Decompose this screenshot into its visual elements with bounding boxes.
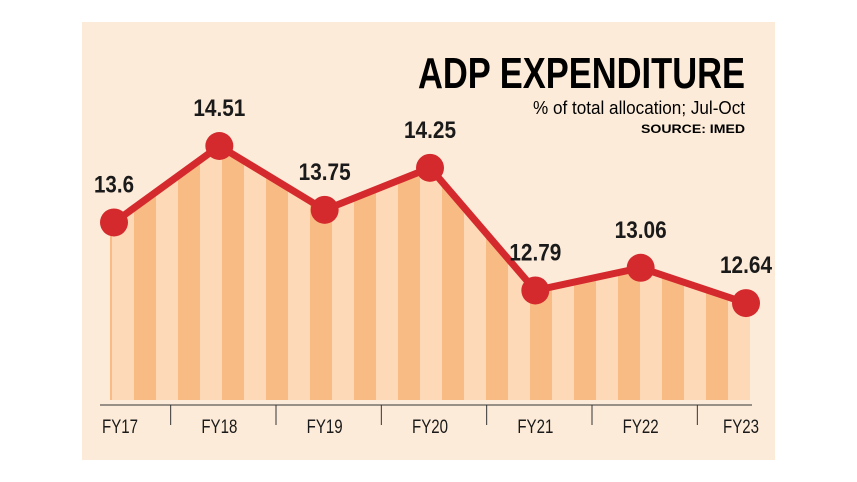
data-point [416,153,444,182]
x-tick-label: FY18 [201,417,237,438]
chart-subtitle: % of total allocation; Jul-Oct [533,98,745,118]
data-label: 14.25 [404,117,456,144]
x-tick-label: FY17 [102,417,138,438]
chart-source: SOURCE: IMED [641,124,745,136]
x-tick-label: FY21 [517,417,553,438]
data-label: 13.6 [94,171,134,198]
data-point [626,253,655,282]
data-point [205,132,234,160]
x-tick-label: FY19 [307,417,343,438]
data-point [310,195,339,224]
data-label: 12.64 [720,252,773,279]
x-axis [100,404,752,425]
area-fill [110,146,750,400]
data-label: 12.79 [509,239,561,266]
data-point [100,208,128,237]
data-point [732,289,760,318]
x-tick-label: FY20 [412,417,448,438]
x-tick-label: FY22 [623,417,659,438]
x-tick-label: FY23 [723,417,759,438]
chart-title: ADP EXPENDITURE [418,49,745,98]
data-label: 14.51 [193,95,245,122]
data-label: 13.75 [299,159,351,186]
data-point [521,276,550,305]
data-label: 13.06 [615,217,667,244]
